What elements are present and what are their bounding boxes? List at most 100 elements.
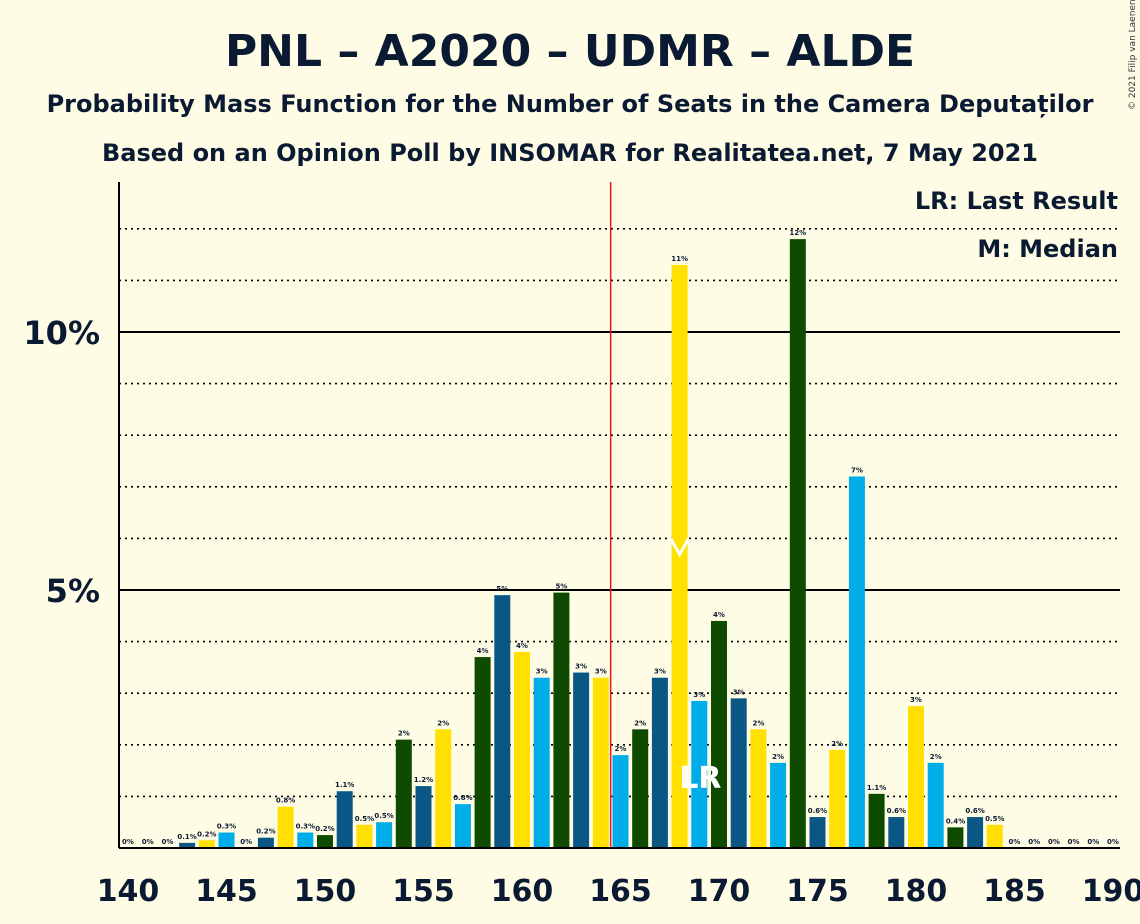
bar-label-142: 0% <box>161 838 173 846</box>
bar-label-188: 0% <box>1068 838 1080 846</box>
bar-label-153: 0.5% <box>374 812 393 820</box>
copyright-note: © 2021 Filip van Laenen <box>1128 0 1138 110</box>
bar-label-171: 3% <box>733 688 745 696</box>
bar-label-158: 4% <box>477 647 489 655</box>
bar-173 <box>770 762 787 848</box>
bar-177 <box>848 476 865 848</box>
bar-label-143: 0.1% <box>177 833 196 841</box>
bar-152 <box>356 824 373 848</box>
y-tick-label: 5% <box>46 572 100 610</box>
bar-label-140: 0% <box>122 838 134 846</box>
bar-153 <box>376 822 393 848</box>
bar-label-150: 0.2% <box>315 825 334 833</box>
bar-label-164: 3% <box>595 668 607 676</box>
bar-label-168: 11% <box>671 255 688 263</box>
legend-last-result: LR: Last Result <box>915 187 1118 215</box>
bar-label-157: 0.8% <box>453 794 472 802</box>
bar-183 <box>967 817 984 848</box>
x-tick-label: 160 <box>491 874 554 909</box>
bar-165 <box>612 755 629 848</box>
bar-159 <box>494 595 511 848</box>
bar-144 <box>198 840 215 848</box>
x-tick-label: 175 <box>786 874 849 909</box>
bar-184 <box>986 824 1003 848</box>
bar-label-183: 0.6% <box>965 807 984 815</box>
bar-169 <box>691 700 708 848</box>
bar-label-147: 0.2% <box>256 828 275 836</box>
x-tick-label: 190 <box>1082 874 1140 909</box>
bar-label-141: 0% <box>142 838 154 846</box>
bar-label-159: 5% <box>496 585 508 593</box>
bar-label-185: 0% <box>1009 838 1021 846</box>
bar-180 <box>908 706 924 848</box>
x-tick-label: 185 <box>983 874 1046 909</box>
bar-158 <box>474 657 491 848</box>
bar-147 <box>257 837 274 848</box>
bar-171 <box>730 698 747 848</box>
bar-label-169: 3% <box>693 691 705 699</box>
bar-155 <box>415 786 432 848</box>
bar-label-154: 2% <box>398 730 410 738</box>
bar-161 <box>533 677 550 848</box>
bar-170 <box>711 620 727 848</box>
bar-label-172: 2% <box>752 719 764 727</box>
grid-lines <box>119 228 1120 798</box>
bar-label-189: 0% <box>1087 838 1099 846</box>
chart-subtitle-2: Based on an Opinion Poll by INSOMAR for … <box>102 139 1038 167</box>
bar-label-165: 2% <box>615 745 627 753</box>
bar-label-152: 0.5% <box>355 815 374 823</box>
bar-label-177: 7% <box>851 466 863 474</box>
x-tick-label: 165 <box>589 874 652 909</box>
bar-167 <box>651 677 668 848</box>
bar-label-163: 3% <box>575 663 587 671</box>
bar-162 <box>553 592 570 848</box>
legend-median: M: Median <box>977 235 1118 263</box>
bar-label-148: 0.8% <box>276 797 295 805</box>
bar-label-181: 2% <box>930 753 942 761</box>
bar-151 <box>336 791 353 848</box>
bar-154 <box>395 739 412 848</box>
bar-166 <box>632 729 649 848</box>
bar-label-146: 0% <box>240 838 252 846</box>
bar-label-184: 0.5% <box>985 815 1004 823</box>
bar-label-174: 12% <box>789 229 806 237</box>
bar-label-180: 3% <box>910 696 922 704</box>
bars <box>179 239 1003 848</box>
bar-160 <box>514 651 530 848</box>
bar-150 <box>317 835 333 848</box>
bar-178 <box>868 793 885 848</box>
bar-label-176: 2% <box>831 740 843 748</box>
bar-145 <box>218 832 235 848</box>
bar-label-151: 1.1% <box>335 781 354 789</box>
bar-label-166: 2% <box>634 719 646 727</box>
bar-label-155: 1.2% <box>414 776 433 784</box>
x-tick-label: 140 <box>97 874 160 909</box>
bar-label-149: 0.3% <box>296 823 315 831</box>
bar-149 <box>297 832 314 848</box>
chart-subtitle-1: Probability Mass Function for the Number… <box>47 90 1094 118</box>
bar-143 <box>179 842 196 848</box>
bar-label-161: 3% <box>536 668 548 676</box>
bar-175 <box>809 817 826 848</box>
bar-174 <box>789 239 806 848</box>
bar-label-186: 0% <box>1028 838 1040 846</box>
bar-label-190: 0% <box>1107 838 1119 846</box>
y-tick-label: 10% <box>23 314 100 352</box>
bar-179 <box>888 817 905 848</box>
bar-label-173: 2% <box>772 753 784 761</box>
bar-label-170: 4% <box>713 611 725 619</box>
x-tick-label: 145 <box>195 874 258 909</box>
median-marker <box>669 537 690 558</box>
bar-label-144: 0.2% <box>197 830 216 838</box>
bar-164 <box>592 677 609 848</box>
x-axis-labels: 140 145 150 155 160 165 170 175 180 185 190 <box>97 874 1140 909</box>
bar-label-179: 0.6% <box>887 807 906 815</box>
bar-value-labels: 0% 0% 0%0.1% 0.2%0.3%0%0.2%0.8%0.3% 0.2%1.1%… <box>122 229 1119 846</box>
bar-label-182: 0.4% <box>946 817 965 825</box>
x-tick-label: 180 <box>885 874 948 909</box>
bar-label-187: 0% <box>1048 838 1060 846</box>
last-result-marker: LR <box>679 761 721 796</box>
markers: LR <box>609 182 721 848</box>
bar-156 <box>435 729 452 848</box>
